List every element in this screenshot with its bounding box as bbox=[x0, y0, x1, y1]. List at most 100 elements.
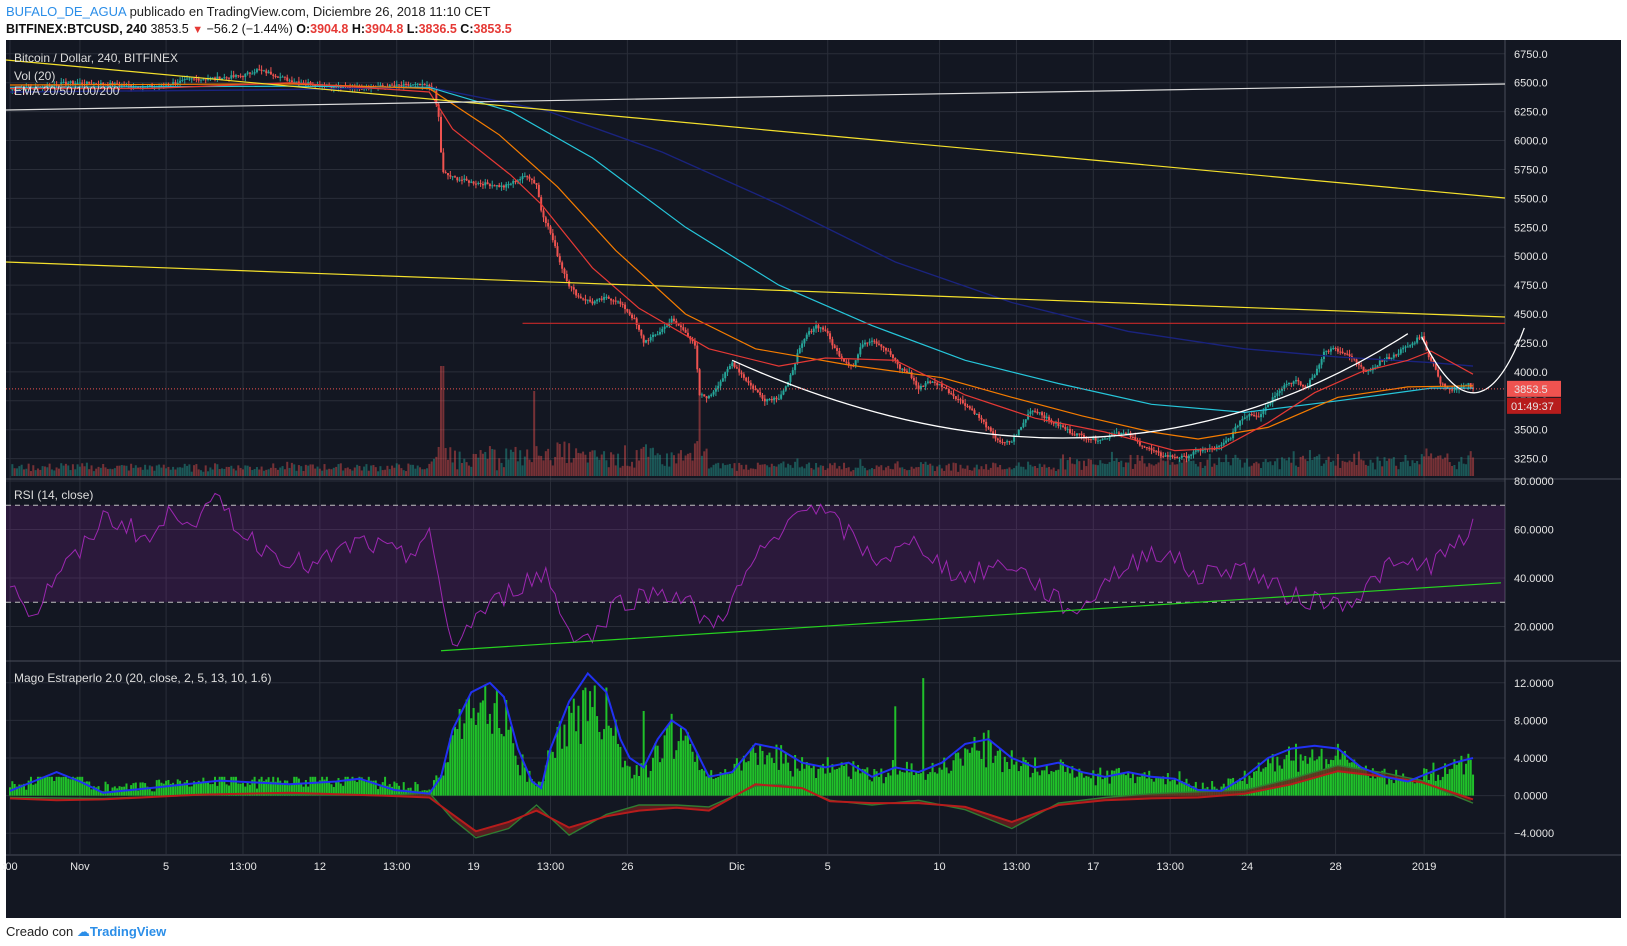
mago-histogram-bar bbox=[584, 687, 587, 796]
candle-body bbox=[1099, 439, 1102, 441]
candle-body bbox=[1124, 432, 1127, 434]
volume-bar bbox=[710, 467, 713, 476]
volume-bar bbox=[1369, 459, 1372, 476]
mago-histogram-bar bbox=[854, 771, 857, 796]
mago-histogram-bar bbox=[57, 776, 60, 796]
price-change: −56.2 (−1.44%) bbox=[206, 22, 293, 36]
candle-body bbox=[880, 344, 883, 347]
candle-body bbox=[1290, 382, 1293, 384]
mago-histogram-bar bbox=[202, 777, 205, 796]
volume-bar bbox=[1089, 459, 1092, 476]
candle-body bbox=[1085, 438, 1088, 440]
mago-histogram-bar bbox=[808, 765, 811, 796]
volume-bar bbox=[516, 461, 519, 476]
candle-body bbox=[796, 353, 799, 364]
candle-body bbox=[1378, 360, 1381, 366]
volume-bar bbox=[782, 461, 785, 476]
volume-bar bbox=[1171, 462, 1174, 476]
volume-bar bbox=[265, 469, 268, 476]
candle-body bbox=[1423, 336, 1426, 342]
chart-canvas[interactable]: 6750.06500.06250.06000.05750.05500.05250… bbox=[0, 40, 1627, 920]
rsi-pane[interactable] bbox=[6, 492, 1505, 652]
volume-bar bbox=[141, 469, 144, 476]
volume-bar bbox=[279, 467, 282, 476]
candle-body bbox=[582, 298, 585, 300]
candle-body bbox=[118, 84, 121, 86]
mago-histogram-bar bbox=[1250, 777, 1253, 796]
volume-bar bbox=[728, 463, 731, 476]
mago-histogram-bar bbox=[193, 781, 196, 796]
volume-bar bbox=[1124, 462, 1127, 476]
price-tick-label: 3250.0 bbox=[1514, 454, 1548, 466]
mago-histogram-bar bbox=[586, 721, 589, 796]
mago-histogram-bar bbox=[1434, 780, 1437, 796]
volume-bar bbox=[1008, 467, 1011, 476]
candle-body bbox=[1281, 388, 1284, 391]
volume-bar bbox=[276, 469, 279, 476]
low-value: 3836.5 bbox=[418, 22, 457, 36]
mago-histogram-bar bbox=[684, 735, 687, 796]
mago-pane[interactable] bbox=[9, 671, 1475, 839]
volume-bar bbox=[321, 470, 324, 476]
mago-histogram-bar bbox=[1416, 778, 1419, 796]
volume-bar bbox=[1162, 460, 1165, 476]
candle-body bbox=[833, 345, 836, 349]
volume-bar bbox=[777, 464, 780, 476]
candle-body bbox=[500, 185, 503, 187]
mago-histogram-bar bbox=[1087, 776, 1090, 796]
candle-body bbox=[202, 79, 205, 81]
mago-histogram-bar bbox=[179, 780, 182, 796]
candle-body bbox=[603, 297, 606, 300]
candle-body bbox=[435, 90, 438, 105]
candle-body bbox=[1031, 410, 1034, 412]
mago-histogram-bar bbox=[367, 776, 370, 796]
time-tick-label: Nov bbox=[70, 861, 90, 873]
mago-histogram-bar bbox=[596, 716, 599, 796]
time-tick-label: 13:00 bbox=[1003, 861, 1031, 873]
price-pane[interactable] bbox=[5, 59, 1525, 476]
candle-body bbox=[843, 358, 846, 362]
mago-histogram-bar bbox=[153, 791, 156, 796]
candle-body bbox=[1236, 425, 1239, 427]
rsi-line bbox=[9, 492, 1474, 647]
mago-histogram-bar bbox=[1096, 773, 1099, 796]
mago-histogram-bar bbox=[705, 776, 708, 796]
volume-bar bbox=[978, 469, 981, 476]
volume-bar bbox=[400, 468, 403, 476]
volume-bar bbox=[1031, 466, 1034, 476]
mago-histogram-bar bbox=[1201, 782, 1204, 796]
mago-histogram-bar bbox=[1413, 783, 1416, 796]
candle-body bbox=[314, 85, 317, 87]
mago-histogram-bar bbox=[1131, 772, 1134, 796]
candle-body bbox=[407, 84, 410, 86]
volume-bar bbox=[1287, 457, 1290, 476]
candle-body bbox=[1171, 455, 1174, 458]
mago-histogram-bar bbox=[381, 782, 384, 796]
author-link[interactable]: BUFALO_DE_AGUA bbox=[6, 4, 126, 19]
volume-bar bbox=[1448, 462, 1451, 476]
candle-body bbox=[826, 330, 829, 334]
volume-bar bbox=[358, 465, 361, 476]
volume-bar bbox=[1348, 460, 1351, 476]
volume-bar bbox=[183, 463, 186, 476]
mago-histogram-bar bbox=[556, 726, 559, 796]
candle-body bbox=[824, 329, 827, 331]
candle-body bbox=[542, 210, 545, 218]
mago-histogram-bar bbox=[386, 785, 389, 796]
volume-bar bbox=[353, 467, 356, 476]
mago-histogram-bar bbox=[1141, 773, 1144, 796]
volume-bar bbox=[260, 466, 263, 476]
candle-body bbox=[633, 318, 636, 320]
candle-body bbox=[439, 116, 442, 153]
mago-histogram-bar bbox=[691, 751, 694, 796]
volume-bar bbox=[735, 470, 738, 476]
volume-bar bbox=[253, 469, 256, 476]
mago-histogram-bar bbox=[1381, 770, 1384, 796]
volume-bar bbox=[237, 465, 240, 476]
candle-body bbox=[1278, 390, 1281, 394]
candle-body bbox=[1285, 384, 1288, 386]
volume-bar bbox=[1136, 455, 1139, 476]
tradingview-link[interactable]: TradingView bbox=[89, 924, 167, 939]
mago-histogram-bar bbox=[330, 784, 333, 796]
candle-body bbox=[738, 368, 741, 373]
